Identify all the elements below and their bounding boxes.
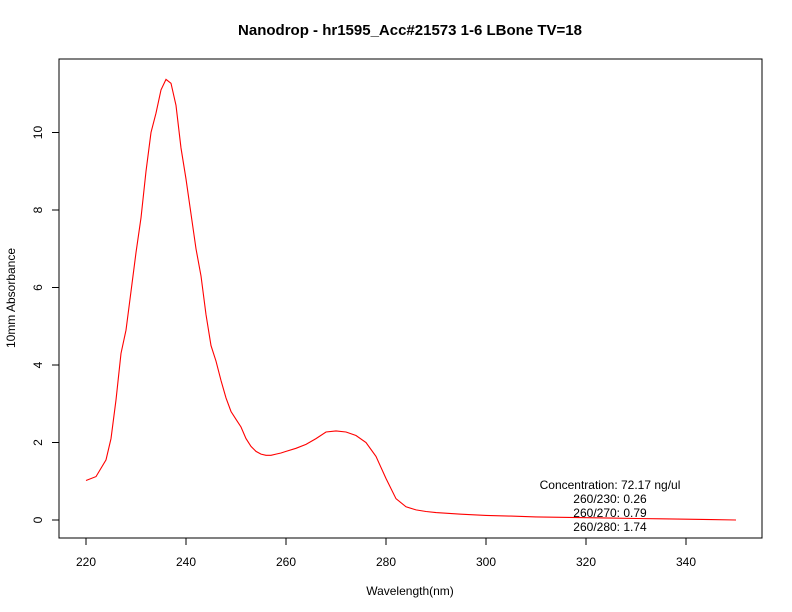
annotation-ratio-260-280: 260/280: 1.74 <box>573 520 647 534</box>
y-tick-label: 6 <box>31 284 45 291</box>
y-axis-label: 10mm Absorbance <box>4 248 18 348</box>
x-tick-label: 280 <box>376 555 396 569</box>
y-tick-label: 10 <box>31 126 45 140</box>
plot-frame <box>58 58 763 539</box>
annotation-ratio-260-270: 260/270: 0.79 <box>573 506 647 520</box>
x-tick-label: 240 <box>176 555 196 569</box>
x-tick-label: 220 <box>76 555 96 569</box>
annotation-ratio-260-230: 260/230: 0.26 <box>573 492 647 506</box>
y-tick-label: 4 <box>31 361 45 368</box>
x-tick-label: 320 <box>576 555 596 569</box>
y-tick-label: 8 <box>31 206 45 213</box>
x-tick-label: 340 <box>676 555 696 569</box>
absorbance-series-line <box>85 78 737 521</box>
annotation-concentration: Concentration: 72.17 ng/ul <box>540 478 681 492</box>
x-tick-label: 260 <box>276 555 296 569</box>
y-axis: 0 2 4 6 8 10 <box>31 126 60 523</box>
x-axis-label: Wavelength(nm) <box>366 584 454 598</box>
measurement-annotations: Concentration: 72.17 ng/ul 260/230: 0.26… <box>540 478 681 534</box>
x-axis: 220 240 260 280 300 320 340 <box>76 537 696 569</box>
y-tick-label: 0 <box>31 516 45 523</box>
chart-title: Nanodrop - hr1595_Acc#21573 1-6 LBone TV… <box>238 22 582 39</box>
x-tick-label: 300 <box>476 555 496 569</box>
y-tick-label: 2 <box>31 439 45 446</box>
